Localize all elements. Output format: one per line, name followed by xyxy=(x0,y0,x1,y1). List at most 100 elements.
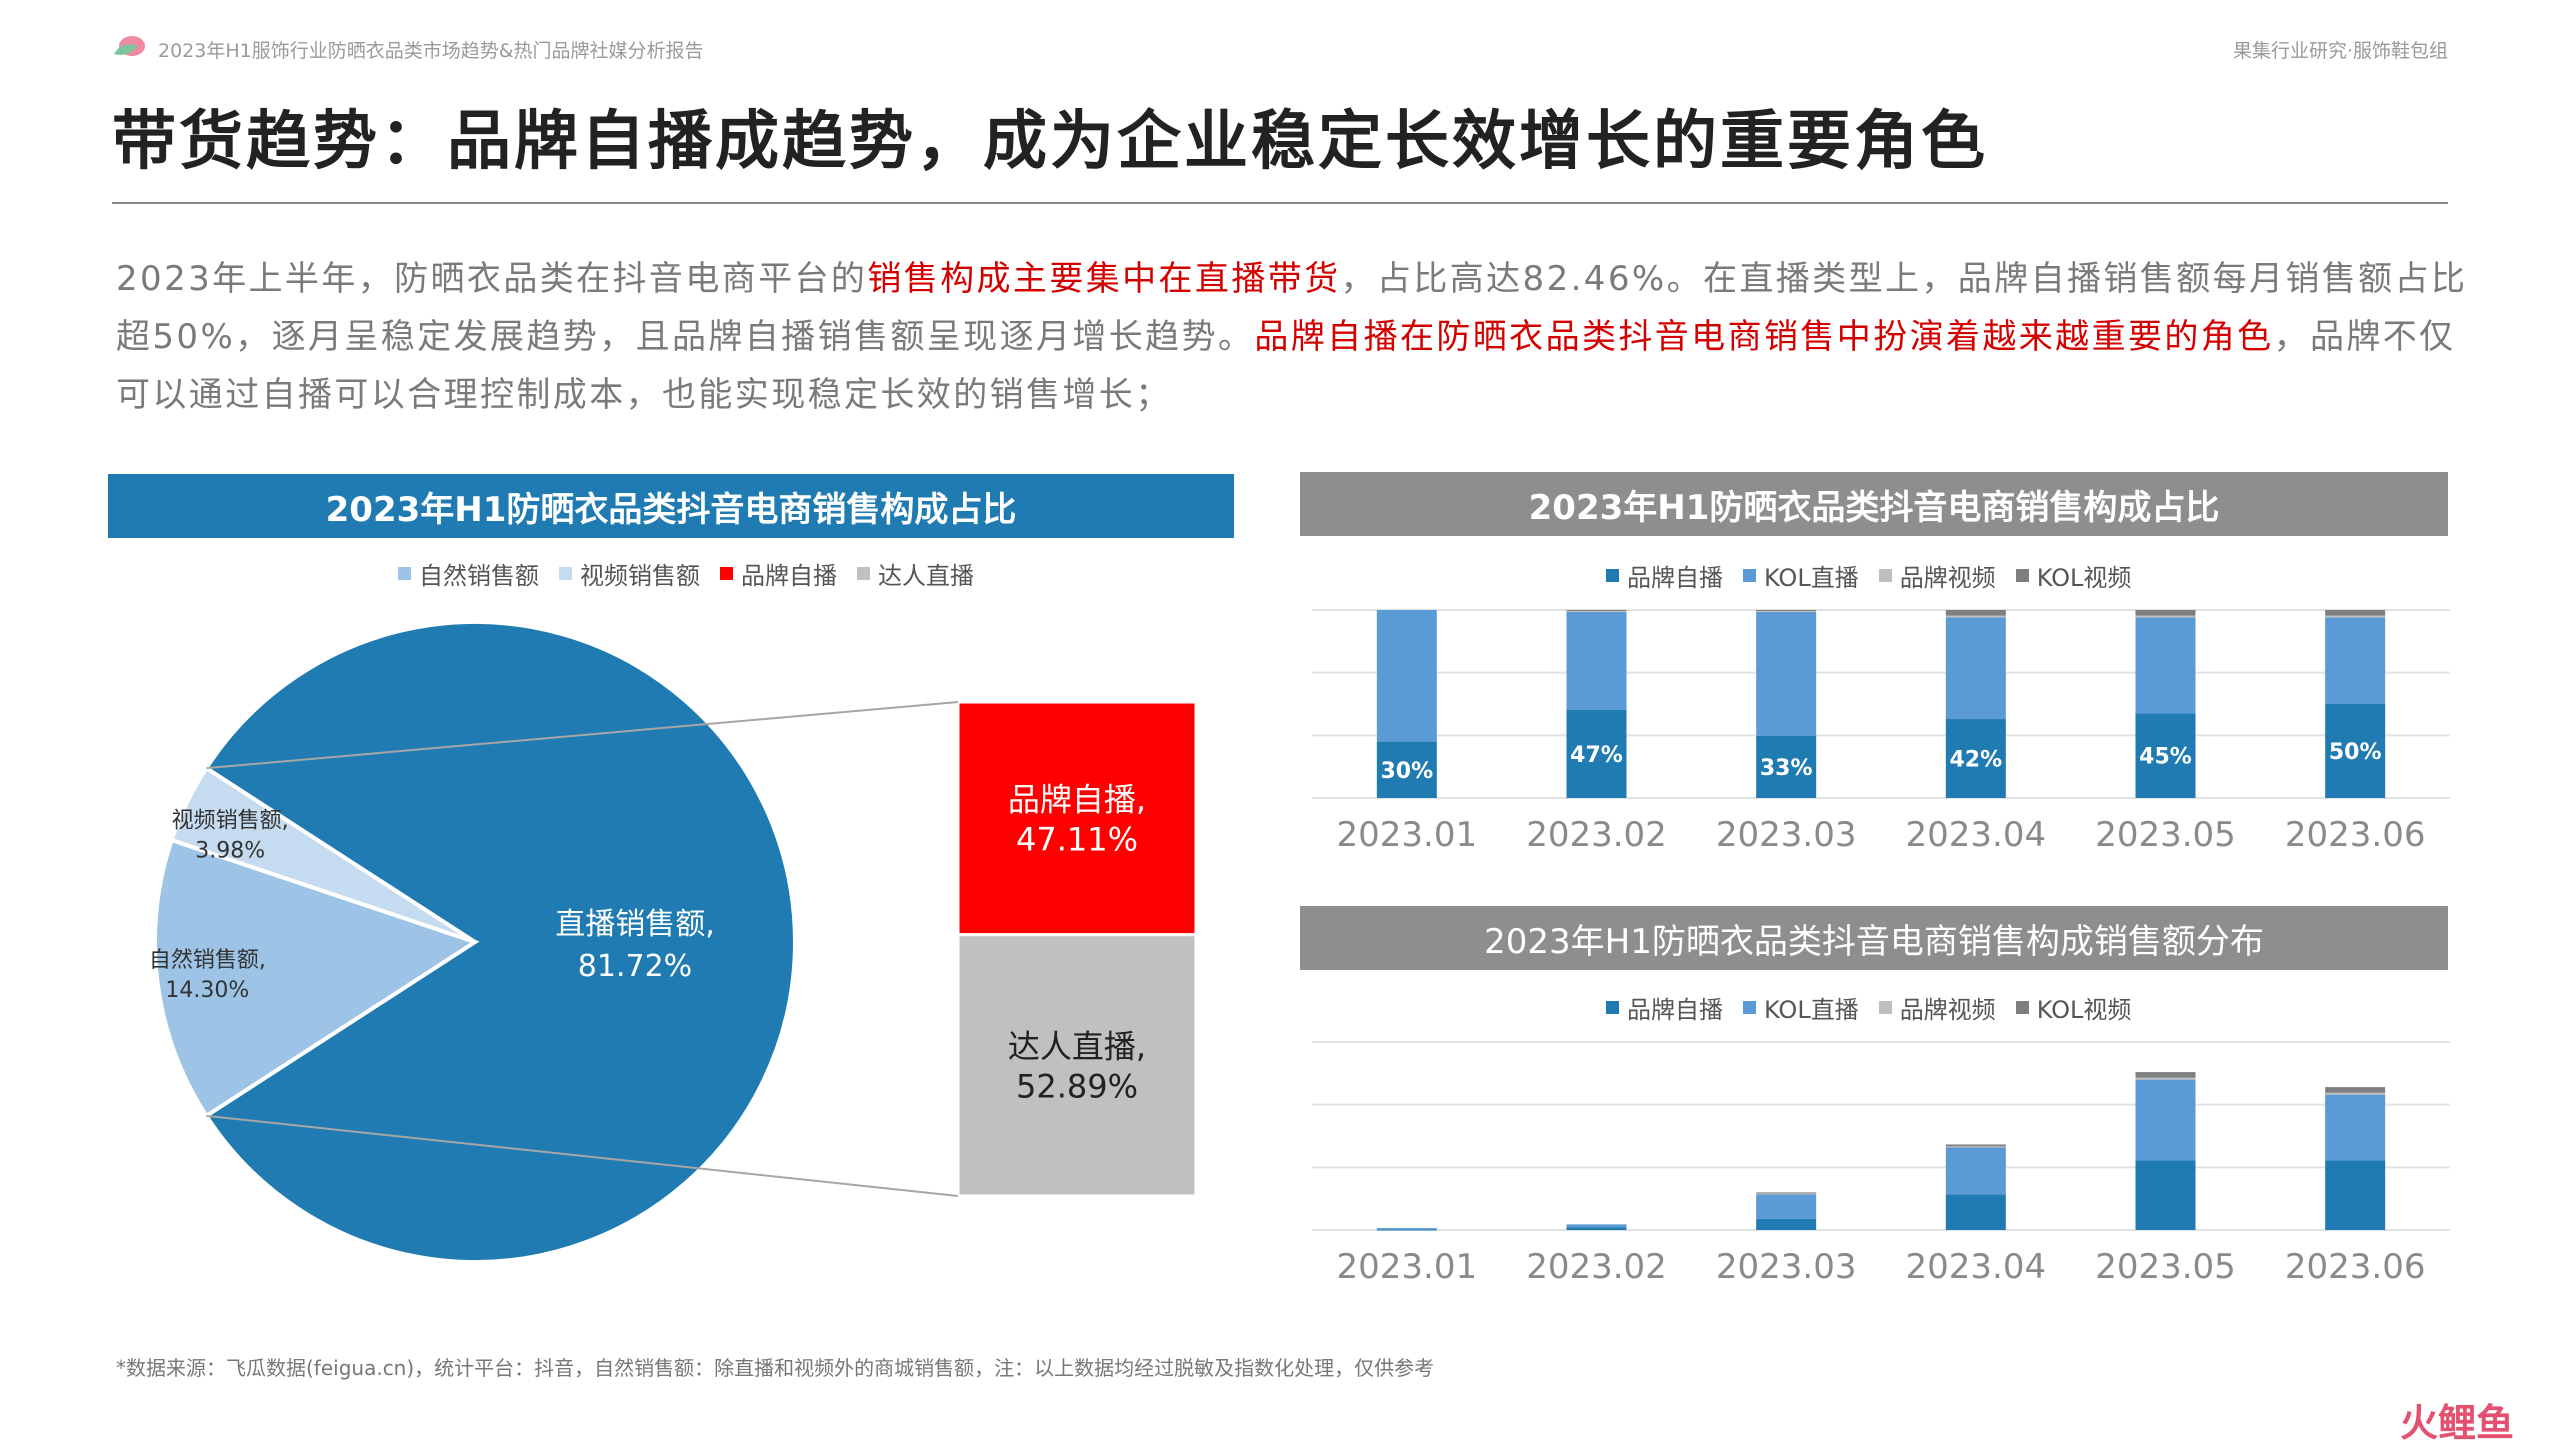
bar-segment xyxy=(1756,611,1817,736)
legend-label: KOL直播 xyxy=(1764,564,1859,592)
x-tick-label: 2023.02 xyxy=(1526,815,1667,855)
bar-segment xyxy=(1376,1229,1437,1231)
bar-data-label: 42% xyxy=(1949,748,2002,773)
bar-segment xyxy=(2135,1077,2196,1080)
bar-data-label: 30% xyxy=(1380,759,1433,784)
bar-segment xyxy=(1945,610,2006,616)
legend-swatch xyxy=(2015,569,2029,582)
amount-legend-item: 品牌视频 xyxy=(1878,990,1996,1025)
bar-segment xyxy=(1566,611,1627,710)
x-tick-label: 2023.06 xyxy=(2285,1247,2426,1287)
pie-label-live: 直播销售额, xyxy=(555,907,715,942)
org-name: 果集行业研究·服饰鞋包组 xyxy=(2232,40,2448,62)
legend-swatch xyxy=(398,567,411,580)
bar-segment xyxy=(2135,713,2196,798)
pie-chart-legend: 自然销售额 视频销售额 品牌自播 达人直播 xyxy=(398,556,974,591)
breakdown-label: 品牌自播, xyxy=(1008,780,1146,818)
bar-segment xyxy=(1756,735,1817,798)
bar-segment xyxy=(2135,615,2196,618)
pie-slice xyxy=(203,620,797,1264)
bar-segment xyxy=(1376,741,1437,798)
share-bar-chart: 30% 2023.01 47% 2023.02 33% 2023.03 42% 2023.04… xyxy=(1312,609,2450,855)
legend-swatch xyxy=(1743,1001,1756,1014)
report-title: 2023年H1服饰行业防晒衣品类市场趋势&热门品牌社媒分析报告 xyxy=(158,40,704,62)
legend-swatch xyxy=(1606,569,1619,582)
bar-segment xyxy=(1756,1194,1817,1219)
amount-bar-chart: 2023.01 2023.02 2023.03 2023.04 2023.05 2023.… xyxy=(1312,1041,2450,1287)
intro-paragraph: 2023年上半年，防晒衣品类在抖音电商平台的销售构成主要集中在直播带货，占比高达… xyxy=(116,250,2476,424)
bar-segment xyxy=(1756,610,1817,611)
amount-legend-item: 品牌自播 xyxy=(1606,990,1723,1025)
share-bar-chart-legend: 品牌自播 KOL直播 品牌视频 KOL视频 xyxy=(1606,558,2131,593)
bar-segment xyxy=(1945,615,2006,618)
intro-text-2: ，占比高达82.46%。在直播类型上，品牌自播销售额每月销售额占比超50%，逐月… xyxy=(116,259,2468,357)
bar-segment xyxy=(1566,709,1627,798)
bar-segment xyxy=(1566,610,1627,612)
breakdown-value: 52.89% xyxy=(1016,1067,1138,1105)
legend-swatch xyxy=(720,567,733,580)
x-tick-label: 2023.06 xyxy=(2285,815,2426,855)
pie-slice-label: 自然销售额, xyxy=(149,948,266,973)
legend-label: 品牌自播 xyxy=(1627,564,1723,592)
bar-segment xyxy=(1945,719,2006,798)
bar-data-label: 47% xyxy=(1570,743,1623,768)
legend-label: KOL直播 xyxy=(1764,996,1859,1024)
legend-swatch xyxy=(857,567,870,580)
pie-slice xyxy=(153,837,480,1119)
connector-line xyxy=(206,1114,959,1197)
pie-legend-item: 自然销售额 xyxy=(398,556,539,591)
bar-data-label: 33% xyxy=(1760,756,1813,781)
x-tick-label: 2023.04 xyxy=(1906,815,2047,855)
connector-line xyxy=(206,701,959,770)
breakdown-value: 47.11% xyxy=(1016,820,1138,858)
legend-swatch xyxy=(1878,1001,1892,1014)
legend-label: 自然销售额 xyxy=(419,562,539,590)
legend-swatch xyxy=(2015,1001,2029,1014)
bar-segment xyxy=(1945,617,2006,720)
bar-segment xyxy=(1376,1228,1437,1230)
pie-chart: 直播销售额, 81.72% 自然销售额, 14.30% 视频销售额, 3.98% 品牌自播,… xyxy=(149,620,1198,1264)
bar-segment xyxy=(2325,1087,2386,1093)
bar-segment xyxy=(2325,615,2386,618)
x-tick-label: 2023.05 xyxy=(2095,1247,2236,1287)
pie-value-live: 81.72% xyxy=(578,949,692,984)
bar-segment xyxy=(1376,610,1437,742)
legend-swatch xyxy=(1606,1001,1619,1014)
bar-segment xyxy=(2135,1072,2196,1078)
x-tick-label: 2023.03 xyxy=(1716,1247,1857,1287)
pie-chart-title: 2023年H1防晒衣品类抖音电商销售构成占比 xyxy=(108,474,1234,538)
x-tick-label: 2023.03 xyxy=(1716,815,1857,855)
share-legend-item: KOL直播 xyxy=(1743,558,1859,593)
pie-legend-item: 视频销售额 xyxy=(559,556,700,591)
bar-segment xyxy=(1756,610,1817,612)
bar-segment xyxy=(1756,1192,1817,1194)
share-legend-item: KOL视频 xyxy=(2015,558,2132,593)
page-title: 带货趋势：品牌自播成趋势，成为企业稳定长效增长的重要角色 xyxy=(112,105,1988,179)
bar-segment xyxy=(1945,1144,2006,1147)
bar-segment xyxy=(2325,1092,2386,1095)
legend-label: 达人直播 xyxy=(878,562,974,590)
pink-green-leaf-logo-icon xyxy=(114,36,145,56)
pie-slice-value: 14.30% xyxy=(165,978,249,1003)
intro-highlight-2: 品牌自播在防晒衣品类抖音电商销售中扮演着越来越重要的角色 xyxy=(1254,317,2274,357)
bar-segment xyxy=(1566,1224,1627,1228)
watermark-logo: 火鲤鱼 xyxy=(2400,1401,2515,1445)
breakdown-segment xyxy=(956,700,1198,937)
bar-data-label: 45% xyxy=(2139,745,2192,770)
data-source-footnote: *数据来源：飞瓜数据(feigua.cn)，统计平台：抖音，自然销售额：除直播和… xyxy=(116,1356,1435,1380)
legend-label: KOL视频 xyxy=(2036,564,2132,592)
x-tick-label: 2023.02 xyxy=(1526,1247,1667,1287)
amount-legend-item: KOL直播 xyxy=(1743,990,1859,1025)
x-tick-label: 2023.01 xyxy=(1337,1247,1478,1287)
report-header: 2023年H1服饰行业防晒衣品类市场趋势&热门品牌社媒分析报告 果集行业研究·服… xyxy=(112,30,2448,70)
bar-segment xyxy=(1756,1218,1817,1230)
share-legend-item: 品牌自播 xyxy=(1606,558,1723,593)
x-tick-label: 2023.01 xyxy=(1337,815,1478,855)
pie-slice-value: 3.98% xyxy=(195,839,265,864)
bar-segment xyxy=(2135,1160,2196,1230)
legend-label: 品牌视频 xyxy=(1899,996,1996,1024)
legend-label: 品牌自播 xyxy=(1627,996,1723,1024)
share-legend-item: 品牌视频 xyxy=(1878,558,1996,593)
pie-legend-item: 达人直播 xyxy=(857,556,974,591)
pie-legend-item: 品牌自播 xyxy=(720,556,837,591)
